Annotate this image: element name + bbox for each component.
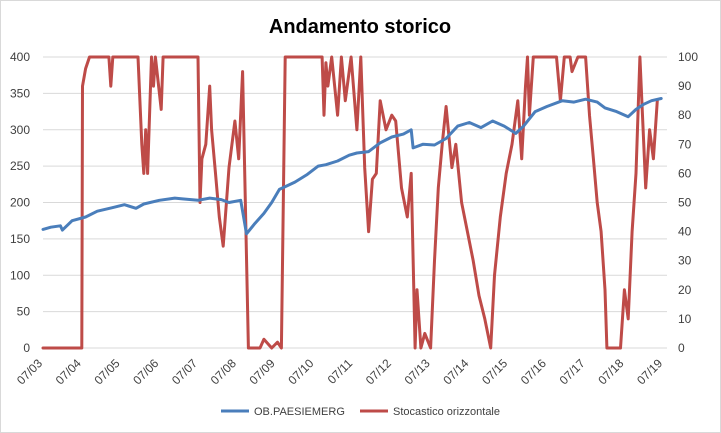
x-tick-label: 07/15 bbox=[479, 356, 510, 387]
y-right-tick-label: 70 bbox=[678, 137, 692, 151]
y-left-tick-label: 300 bbox=[10, 123, 30, 137]
x-tick-label: 07/11 bbox=[325, 356, 356, 387]
y-right-tick-label: 100 bbox=[678, 50, 698, 64]
x-tick-label: 07/18 bbox=[595, 356, 626, 387]
legend-label-series-2: Stocastico orizzontale bbox=[393, 406, 500, 418]
x-tick-label: 07/13 bbox=[402, 356, 433, 387]
y-left-tick-label: 50 bbox=[17, 305, 31, 319]
y-left-tick-label: 100 bbox=[10, 268, 30, 282]
y-right-tick-label: 60 bbox=[678, 166, 692, 180]
x-tick-label: 07/08 bbox=[208, 356, 239, 387]
y-right-tick-label: 50 bbox=[678, 196, 692, 210]
x-tick-label: 07/10 bbox=[285, 356, 316, 387]
y-right-tick-label: 0 bbox=[678, 341, 685, 355]
x-tick-label: 07/09 bbox=[247, 356, 278, 387]
y-left-tick-label: 0 bbox=[23, 341, 30, 355]
x-tick-label: 07/07 bbox=[169, 356, 200, 387]
x-tick-label: 07/06 bbox=[130, 356, 161, 387]
y-right-tick-label: 90 bbox=[678, 79, 692, 93]
y-left-tick-label: 250 bbox=[10, 159, 30, 173]
y-right-tick-label: 30 bbox=[678, 254, 692, 268]
y-right-tick-label: 20 bbox=[678, 283, 692, 297]
y-right-tick-label: 40 bbox=[678, 225, 692, 239]
series-line-1 bbox=[41, 97, 663, 236]
y-left-tick-label: 150 bbox=[10, 232, 30, 246]
x-tick-label: 07/19 bbox=[634, 356, 665, 387]
y-left-tick-label: 200 bbox=[10, 196, 30, 210]
chart-title: Andamento storico bbox=[269, 16, 451, 38]
x-tick-label: 07/12 bbox=[363, 356, 394, 387]
x-tick-label: 07/17 bbox=[557, 356, 588, 387]
legend-label-series-1: OB.PAESIEMERG bbox=[254, 406, 345, 418]
y-right-tick-label: 10 bbox=[678, 312, 692, 326]
y-left-tick-label: 400 bbox=[10, 50, 30, 64]
x-tick-label: 07/14 bbox=[440, 356, 471, 387]
legend: OB.PAESIEMERG Stocastico orizzontale bbox=[221, 406, 500, 418]
y-left-tick-label: 350 bbox=[10, 86, 30, 100]
x-tick-label: 07/04 bbox=[53, 356, 84, 387]
y-right-tick-label: 80 bbox=[678, 108, 692, 122]
x-tick-label: 07/05 bbox=[92, 356, 123, 387]
series-line-2 bbox=[41, 55, 659, 350]
x-tick-label: 07/03 bbox=[14, 356, 45, 387]
x-tick-label: 07/16 bbox=[518, 356, 549, 387]
